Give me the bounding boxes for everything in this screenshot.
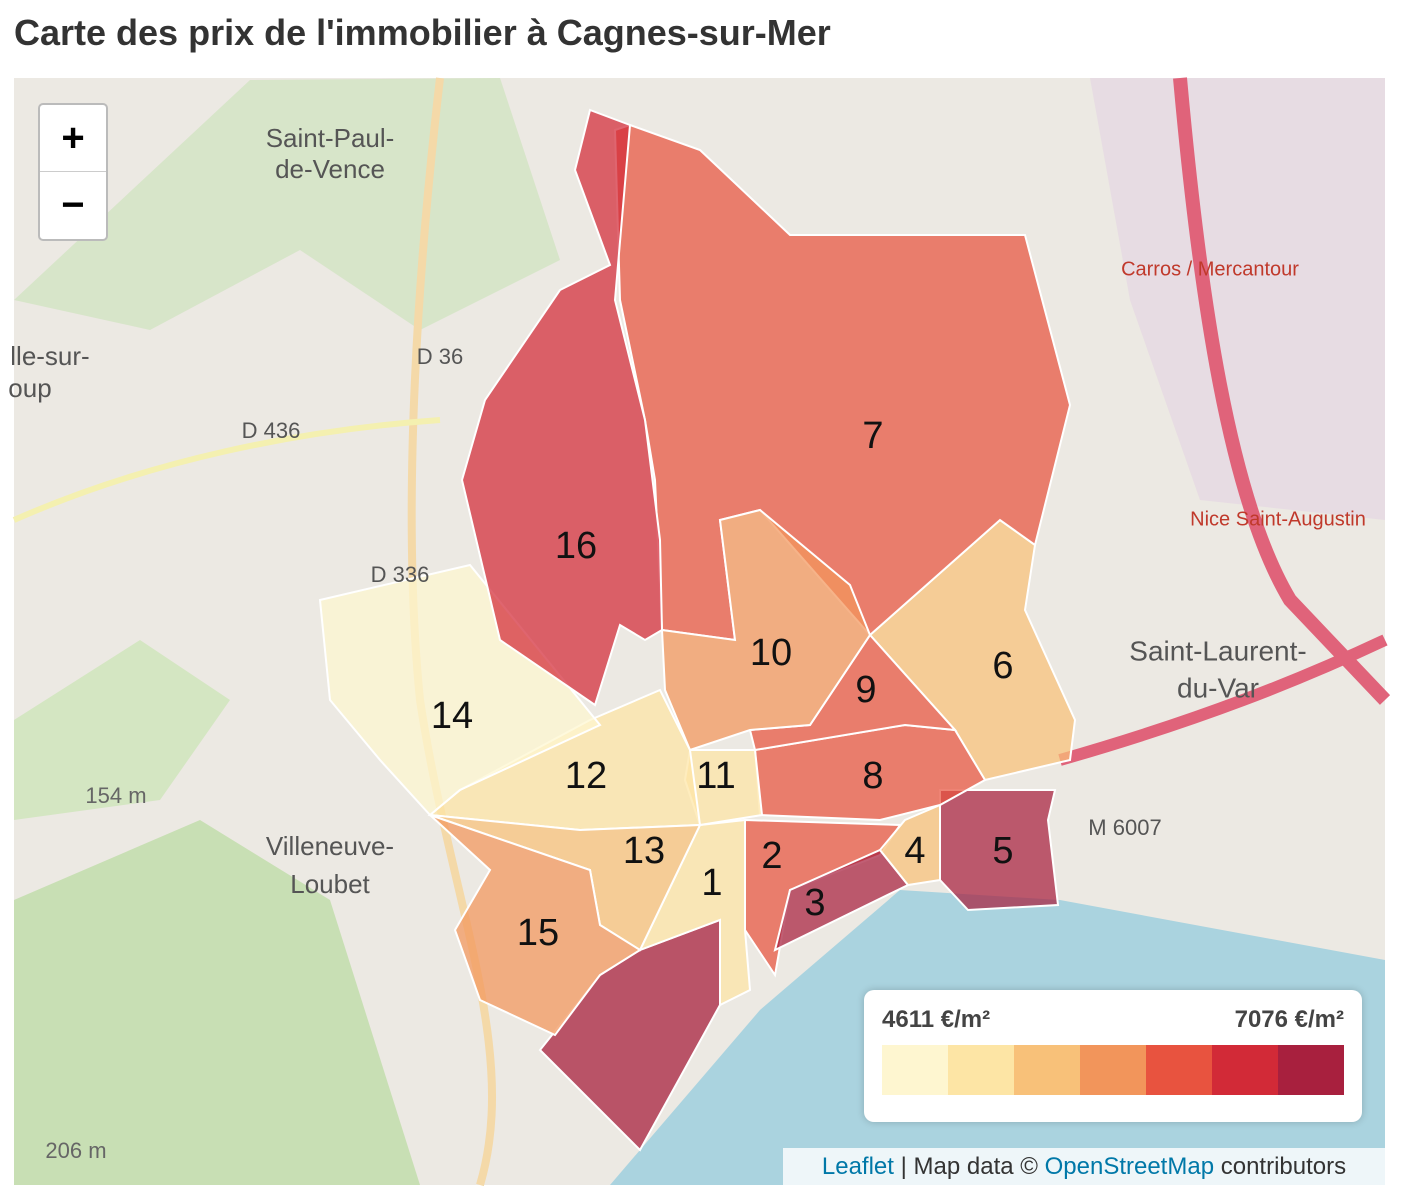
district-label: 1 [701,862,722,904]
title: Carte des prix de l'immobilier à Cagnes-… [14,12,831,53]
place-label: Saint-Paul- [266,123,395,153]
place-label: Carros / Mercantour [1121,258,1299,280]
district-label: 4 [904,830,925,872]
place-label: oup [8,373,51,403]
legend-max: 7076 €/m² [1234,1006,1344,1033]
legend: 4611 €/m² 7076 €/m² [864,990,1362,1122]
leaflet-link[interactable]: Leaflet [821,1153,894,1180]
place-labels: Saint-Paul-de-Vence Villeneuve- Loubet Sain… [8,123,1366,1163]
district-label: 13 [623,830,665,872]
zoom-control: + − [38,103,108,241]
green-area [14,640,230,820]
road [1173,77,1391,705]
zoom-in[interactable]: + [40,105,106,172]
place-label: Saint-Laurent- [1129,635,1306,666]
legend-min: 4611 €/m² [882,1006,991,1033]
place-label: 154 m [85,783,146,808]
legend-swatch [1080,1045,1146,1095]
legend-swatch [1212,1045,1278,1095]
district [878,803,941,887]
attribution-text: | Map data © [900,1153,1038,1180]
district-label: 14 [431,695,473,737]
district-label: 16 [555,525,597,567]
place-label: D 336 [371,562,430,587]
legend-swatch [1014,1045,1080,1095]
place-label: M 6007 [1088,815,1161,840]
legend-swatch [882,1045,948,1095]
urban-area [1090,78,1385,520]
place-label: du-Var [1177,672,1259,703]
place-label: D 436 [242,418,301,443]
district-label: 10 [750,632,792,674]
district [660,508,872,752]
district [429,814,642,1037]
attribution: Leaflet | Map data © OpenStreetMap contr… [783,1148,1385,1185]
attribution-text: contributors [1220,1153,1347,1180]
district-label: 3 [804,882,825,924]
osm-link[interactable]: OpenStreetMap [1044,1153,1215,1180]
district-label: 15 [517,912,559,954]
zoom-out[interactable]: − [61,183,85,227]
green-area [14,820,420,1185]
district-label: 8 [862,755,883,797]
place-label: Loubet [290,869,370,899]
district-label: 9 [855,669,876,711]
legend-swatch [1278,1045,1344,1095]
district-label: 11 [696,755,735,797]
district [939,789,1060,912]
road [1058,634,1388,766]
place-label: lle-sur- [10,341,89,371]
place-label: 206 m [45,1138,106,1163]
legend-swatch [948,1045,1014,1095]
district-label: 7 [862,415,883,457]
legend-scale [882,1045,1344,1095]
district-label: 6 [992,645,1013,687]
legend-swatch [1146,1045,1212,1095]
place-label: D 36 [417,344,463,369]
place-label: Villeneuve- [266,831,394,861]
district-label: 2 [761,835,782,877]
district [460,108,664,707]
road [12,417,441,523]
district-label: 5 [992,830,1013,872]
place-label: de-Vence [275,154,385,184]
place-label: Nice Saint-Augustin [1190,508,1366,530]
district-label: 12 [565,755,607,797]
